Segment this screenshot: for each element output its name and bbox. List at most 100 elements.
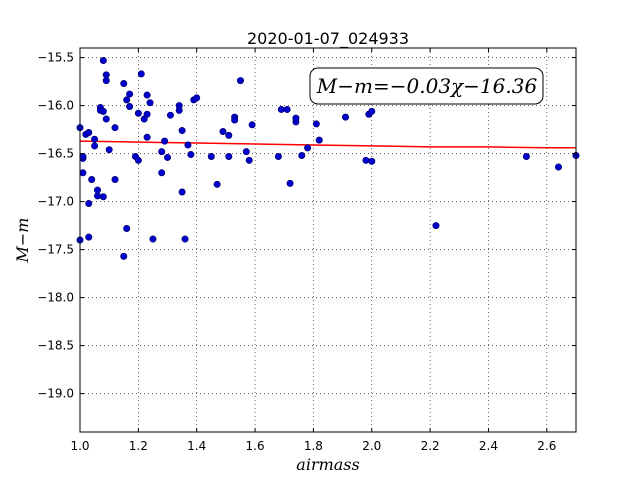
x-tick-label: 1.0: [70, 439, 89, 453]
data-point: [304, 144, 312, 152]
y-tick-label: −19.0: [37, 387, 74, 401]
data-point: [207, 152, 215, 160]
data-point: [105, 146, 113, 154]
data-point: [102, 71, 110, 79]
data-point: [91, 135, 99, 143]
data-point: [178, 188, 186, 196]
fit-equation-box: [309, 67, 544, 105]
data-point: [231, 116, 239, 124]
y-tick-label: −17.5: [37, 243, 74, 257]
data-point: [79, 169, 87, 177]
data-point: [298, 152, 306, 160]
data-point: [178, 127, 186, 135]
data-point: [368, 107, 376, 115]
data-point: [123, 224, 131, 232]
x-tick-labels: 1.0 1.2 1.4 1.6 1.8 2.0 2.2 2.4 2.6: [70, 439, 556, 453]
y-tick-label: −18.0: [37, 291, 74, 305]
data-point: [164, 153, 172, 161]
x-tick-label: 1.6: [246, 439, 265, 453]
data-point: [111, 176, 119, 184]
y-tick-labels: −15.5 −16.0 −16.5 −17.0 −17.5 −18.0 −18.5 −19.0: [37, 51, 74, 401]
data-point: [85, 233, 93, 241]
y-tick-label: −15.5: [37, 51, 74, 65]
data-point: [368, 157, 376, 165]
data-point: [362, 156, 370, 164]
x-tick-label: 1.2: [129, 439, 148, 453]
chart-title: 2020-01-07_024933: [247, 29, 409, 49]
data-point: [181, 235, 189, 243]
data-point: [94, 186, 102, 194]
data-point: [245, 156, 253, 164]
data-point: [161, 137, 169, 145]
data-point: [277, 105, 285, 113]
y-tick-label: −18.5: [37, 339, 74, 353]
data-point: [134, 109, 142, 117]
plot-frame: [79, 47, 577, 433]
data-point: [120, 80, 128, 88]
data-point: [175, 106, 183, 114]
data-point: [286, 179, 294, 187]
data-point: [79, 152, 87, 160]
fit-equation: M−m=−0.03χ−16.36: [316, 74, 538, 98]
data-point: [158, 169, 166, 177]
data-point: [111, 124, 119, 132]
data-point: [315, 136, 323, 144]
data-point: [219, 128, 227, 136]
data-point: [123, 96, 131, 104]
data-point: [143, 91, 151, 99]
data-point: [134, 156, 142, 164]
x-tick-label: 2.6: [537, 439, 556, 453]
data-point: [146, 99, 154, 107]
data-point: [88, 176, 96, 184]
y-tick-label: −16.5: [37, 147, 74, 161]
data-point: [99, 56, 107, 64]
data-point: [554, 163, 562, 171]
data-point: [292, 114, 300, 122]
data-point: [120, 252, 128, 260]
x-tick-label: 1.8: [304, 439, 323, 453]
x-tick-label: 1.4: [187, 439, 206, 453]
data-point: [225, 131, 233, 139]
data-point: [432, 222, 440, 230]
data-point: [242, 148, 250, 156]
x-axis-label: airmass: [296, 455, 359, 474]
data-point: [187, 151, 195, 159]
y-tick-label: −16.0: [37, 99, 74, 113]
data-point: [193, 94, 201, 102]
plot-area: [80, 48, 576, 432]
data-point: [94, 192, 102, 200]
data-point: [126, 103, 134, 111]
x-tick-label: 2.0: [362, 439, 381, 453]
data-point: [99, 193, 107, 201]
data-point: [225, 152, 233, 160]
data-point: [126, 90, 134, 98]
data-point: [143, 110, 151, 118]
data-point: [248, 121, 256, 129]
data-point: [312, 120, 320, 128]
data-point: [166, 111, 174, 119]
data-point: [85, 200, 93, 208]
data-point: [522, 152, 530, 160]
x-tick-label: 2.4: [479, 439, 498, 453]
data-point: [102, 115, 110, 123]
data-points: [76, 56, 580, 260]
data-point: [283, 105, 291, 113]
data-point: [85, 128, 93, 136]
data-point: [184, 141, 192, 149]
data-point: [91, 142, 99, 150]
data-point: [102, 77, 110, 85]
ticks: [79, 48, 576, 432]
y-tick-label: −17.0: [37, 195, 74, 209]
data-point: [342, 113, 350, 121]
data-point: [274, 152, 282, 160]
x-tick-label: 2.2: [421, 439, 440, 453]
data-point: [99, 107, 107, 115]
data-point: [158, 148, 166, 156]
data-point: [149, 235, 157, 243]
y-axis-label: M−m: [13, 218, 32, 264]
data-point: [236, 77, 244, 85]
data-point: [213, 180, 221, 188]
data-point: [137, 70, 145, 78]
data-point: [143, 133, 151, 141]
